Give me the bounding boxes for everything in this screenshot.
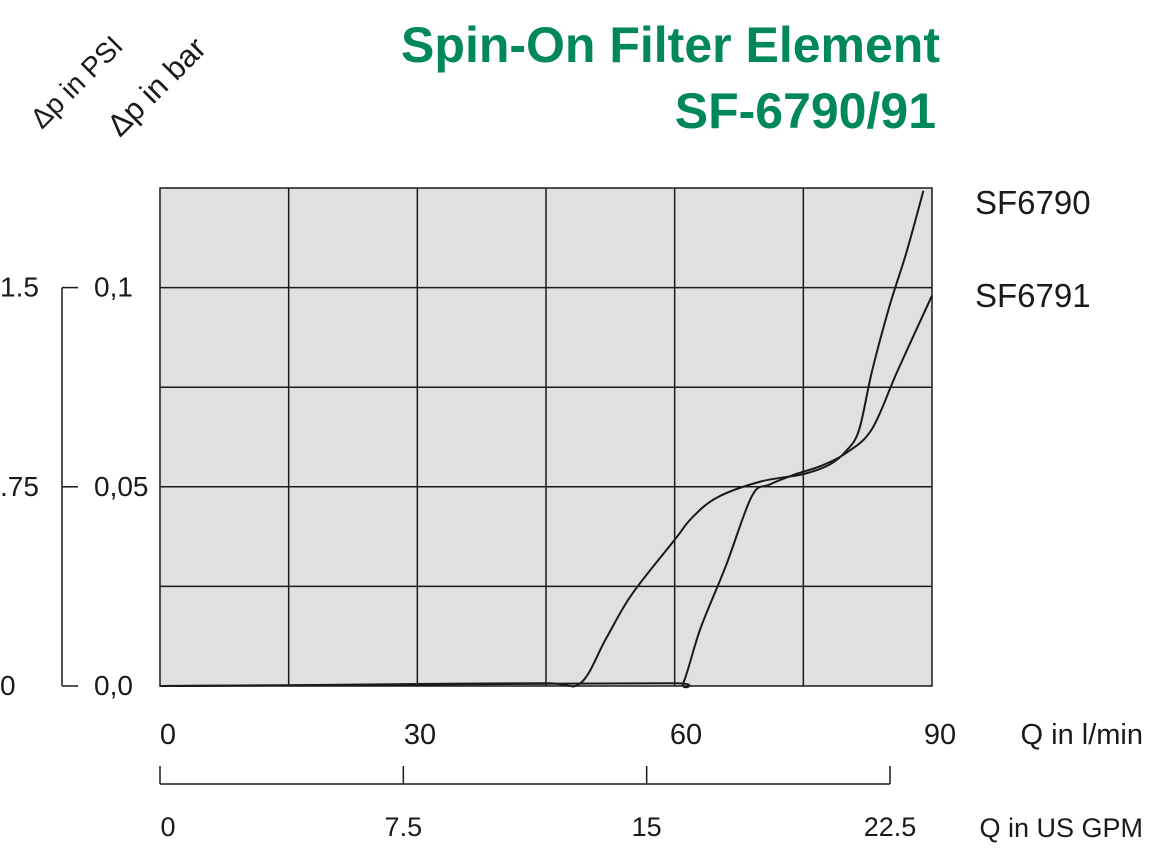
series-line-sf6791 [159, 295, 933, 689]
chart-title-line1: Spin-On Filter Element [401, 17, 940, 73]
x-tick-label-lmin: 30 [404, 719, 436, 751]
x-label-lmin: Q in l/min [1021, 719, 1143, 751]
series-lines [159, 190, 933, 689]
x-tick-label-gpm: 15 [632, 812, 662, 842]
y-axis: 0,0 0 0,05 .75 0,1 1.5 [0, 272, 149, 701]
x-tick-label-lmin: 90 [924, 719, 956, 751]
legend: SF6790 SF6791 [975, 184, 1091, 314]
x-label-gpm: Q in US GPM [979, 813, 1143, 843]
x-tick-label-gpm: 22.5 [864, 812, 917, 842]
chart-title-line2: SF-6790/91 [675, 83, 936, 139]
x-tick-label-lmin: 60 [670, 719, 702, 751]
y-tick-label-psi: .75 [0, 471, 39, 502]
x-tick-label-gpm: 7.5 [385, 812, 423, 842]
legend-label-sf6790: SF6790 [975, 184, 1091, 221]
y-tick-label-psi: 0 [0, 670, 16, 701]
grid [160, 188, 932, 686]
y-tick-label-psi: 1.5 [0, 272, 39, 303]
legend-label-sf6791: SF6791 [975, 277, 1091, 314]
x-tick-label-lmin: 0 [160, 719, 176, 751]
x-axis-gpm: 0 7.5 15 22.5 [159, 766, 917, 842]
x-axis-lmin: 0 30 60 90 [160, 719, 956, 751]
y-tick-label-bar: 0,1 [94, 272, 133, 303]
x-tick-label-gpm: 0 [160, 812, 175, 842]
y-tick-label-bar: 0,05 [94, 471, 149, 502]
y-tick-label-bar: 0,0 [94, 670, 133, 701]
